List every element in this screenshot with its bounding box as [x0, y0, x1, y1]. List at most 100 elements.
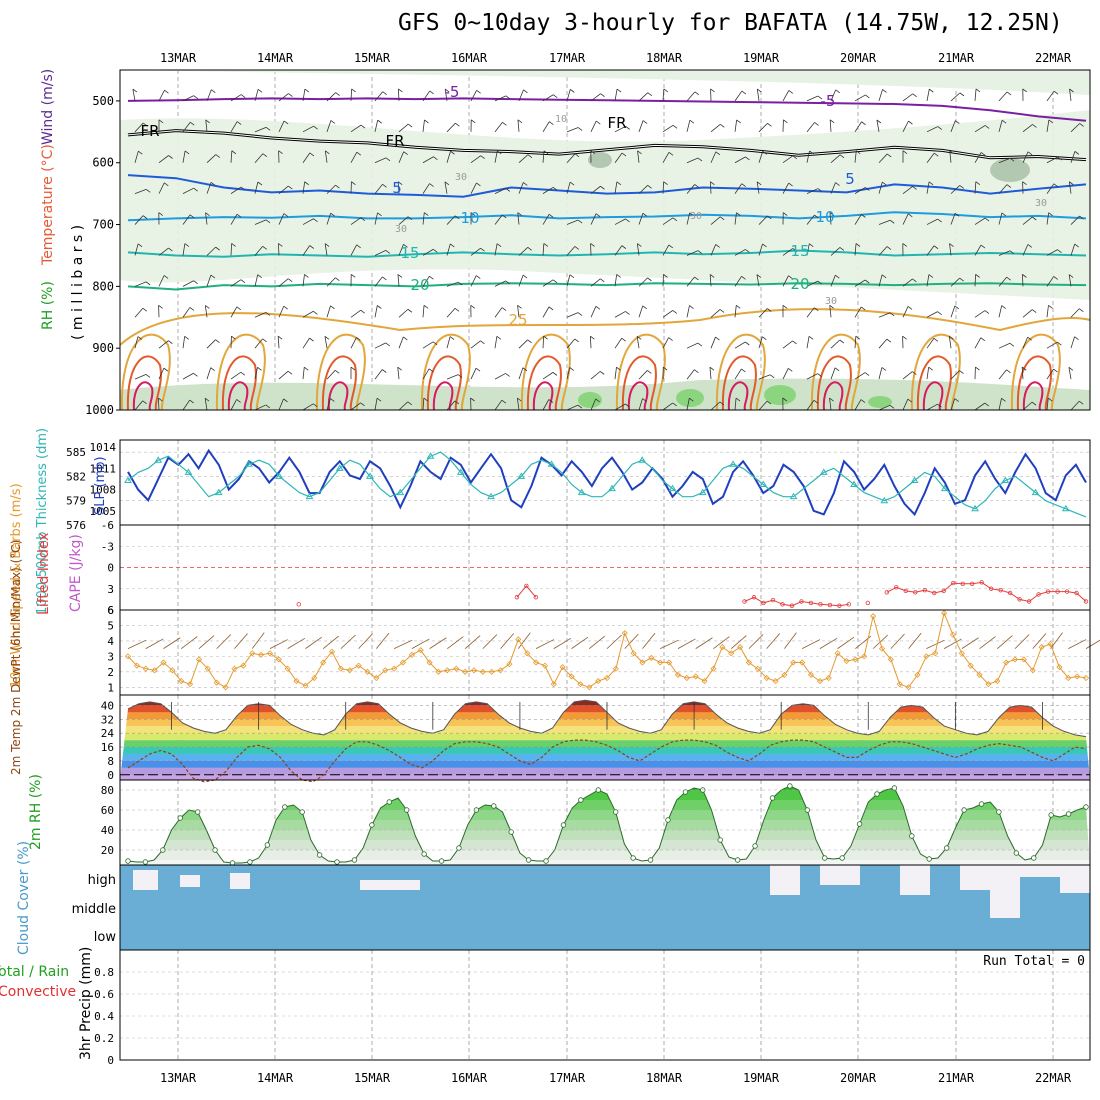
wind10-point — [408, 651, 415, 658]
lifted-index-line — [886, 581, 1087, 603]
wind-barb-flag — [1048, 119, 1054, 124]
temp-band — [120, 700, 1090, 706]
wind-barb-flag — [356, 337, 361, 341]
wind-barb-flag — [145, 281, 151, 286]
rh2m-point — [1013, 850, 1020, 856]
wind-barb-flag — [476, 182, 481, 187]
wind10-point — [559, 664, 566, 671]
wind-barb-flag — [642, 398, 647, 402]
wind-barb-flag — [398, 88, 403, 93]
wind-barb — [854, 372, 866, 380]
wind-barb — [206, 367, 212, 380]
ytick-label: 700 — [92, 218, 114, 232]
wind10-barb — [571, 636, 589, 649]
wind-barb — [374, 157, 387, 164]
cloud-gap — [133, 870, 158, 890]
wind-barb-flag — [647, 184, 652, 189]
rh2m-point — [822, 855, 828, 861]
wind-barb-flag — [928, 181, 934, 186]
wind10-barb — [482, 634, 498, 649]
wind-barb-flag — [908, 213, 913, 218]
wind-barb-flag — [480, 155, 485, 159]
ytick-label: 0 — [107, 1054, 114, 1067]
wind10-barb — [500, 633, 514, 649]
wind-barb-flag — [788, 275, 793, 279]
wind10-point — [976, 671, 983, 678]
wind-barb-flag — [876, 119, 882, 124]
wind-barb — [998, 157, 1011, 164]
wind-barb — [1046, 156, 1058, 164]
wind-barb-flag — [257, 367, 262, 371]
wind-barb-flag — [908, 120, 913, 125]
wind-barb-flag — [569, 367, 574, 371]
wind-barb-flag — [710, 181, 715, 185]
wind-barb-flag — [505, 373, 510, 377]
wind-barb — [949, 243, 952, 256]
wind10-point — [1029, 667, 1036, 674]
isotherm-label: 15 — [790, 242, 809, 260]
wind-barb — [517, 305, 520, 318]
wind-barb-flag — [444, 88, 450, 93]
wind-barb-flag — [907, 398, 913, 403]
wind-barb-flag — [231, 150, 237, 155]
wind-barb-flag — [470, 304, 476, 309]
rh2m-point — [1083, 804, 1089, 810]
wind-barb — [542, 121, 550, 133]
wind10-point — [1074, 673, 1081, 680]
wind-barb — [134, 188, 147, 195]
date-label-bottom: 17MAR — [549, 1071, 586, 1085]
wind-barb — [302, 337, 310, 349]
wind-barb-flag — [454, 400, 460, 405]
wind-barb — [350, 217, 362, 225]
wind-barb — [854, 399, 862, 411]
wind-barb-flag — [835, 89, 840, 94]
wind-barb-flag — [792, 340, 797, 345]
wind-barb-flag — [766, 308, 772, 312]
wind-barb — [134, 400, 144, 411]
wind-barb-flag — [1027, 244, 1033, 248]
lifted-index-point — [894, 585, 899, 590]
wind-barb-flag — [766, 400, 772, 405]
temp-band — [120, 712, 1090, 720]
wind-barb — [278, 370, 289, 380]
wind-barb — [324, 150, 328, 163]
wind-barb-flag — [741, 183, 746, 188]
wind-barb — [1021, 274, 1024, 287]
wind-barb-flag — [954, 212, 960, 217]
temp-band — [120, 740, 1090, 748]
wind-barb — [734, 341, 746, 349]
wind-barb-flag — [505, 188, 511, 192]
wind-barb — [998, 276, 1008, 287]
wind-barb — [158, 275, 165, 287]
wind-barb — [878, 367, 883, 380]
wind-barb-flag — [184, 243, 190, 247]
wind10-point — [417, 647, 424, 654]
wind-barb — [974, 310, 986, 318]
wind10-point — [240, 662, 247, 669]
rh-shading-blob — [764, 385, 796, 405]
wind-barb — [686, 398, 690, 411]
wind-barb-flag — [189, 399, 194, 404]
cloud-level-label: middle — [72, 902, 116, 917]
wind-barb-flag — [767, 123, 772, 127]
wind-barb — [422, 275, 430, 287]
wind-barb-flag — [929, 88, 934, 93]
wind-barb — [829, 212, 832, 225]
wind-barb — [758, 215, 768, 225]
isotherm-warm-35 — [432, 381, 454, 411]
wind10-barb — [642, 632, 656, 649]
wind-barb-flag — [788, 367, 793, 372]
wind-barb — [709, 274, 712, 287]
wind-barb — [614, 126, 626, 133]
wind10-barb — [624, 633, 639, 649]
wind-barb-flag — [265, 219, 271, 224]
wind-barb-flag — [902, 335, 907, 340]
wind10-point — [1065, 674, 1072, 682]
wind-barb-flag — [1053, 90, 1059, 95]
wind-barb-flag — [335, 92, 340, 96]
isotherm-label: -5 — [821, 92, 836, 110]
wind-barb-flag — [662, 366, 668, 371]
rh-band — [120, 800, 1090, 810]
date-label-bottom: 16MAR — [451, 1071, 488, 1085]
wind10-barb — [730, 635, 747, 649]
